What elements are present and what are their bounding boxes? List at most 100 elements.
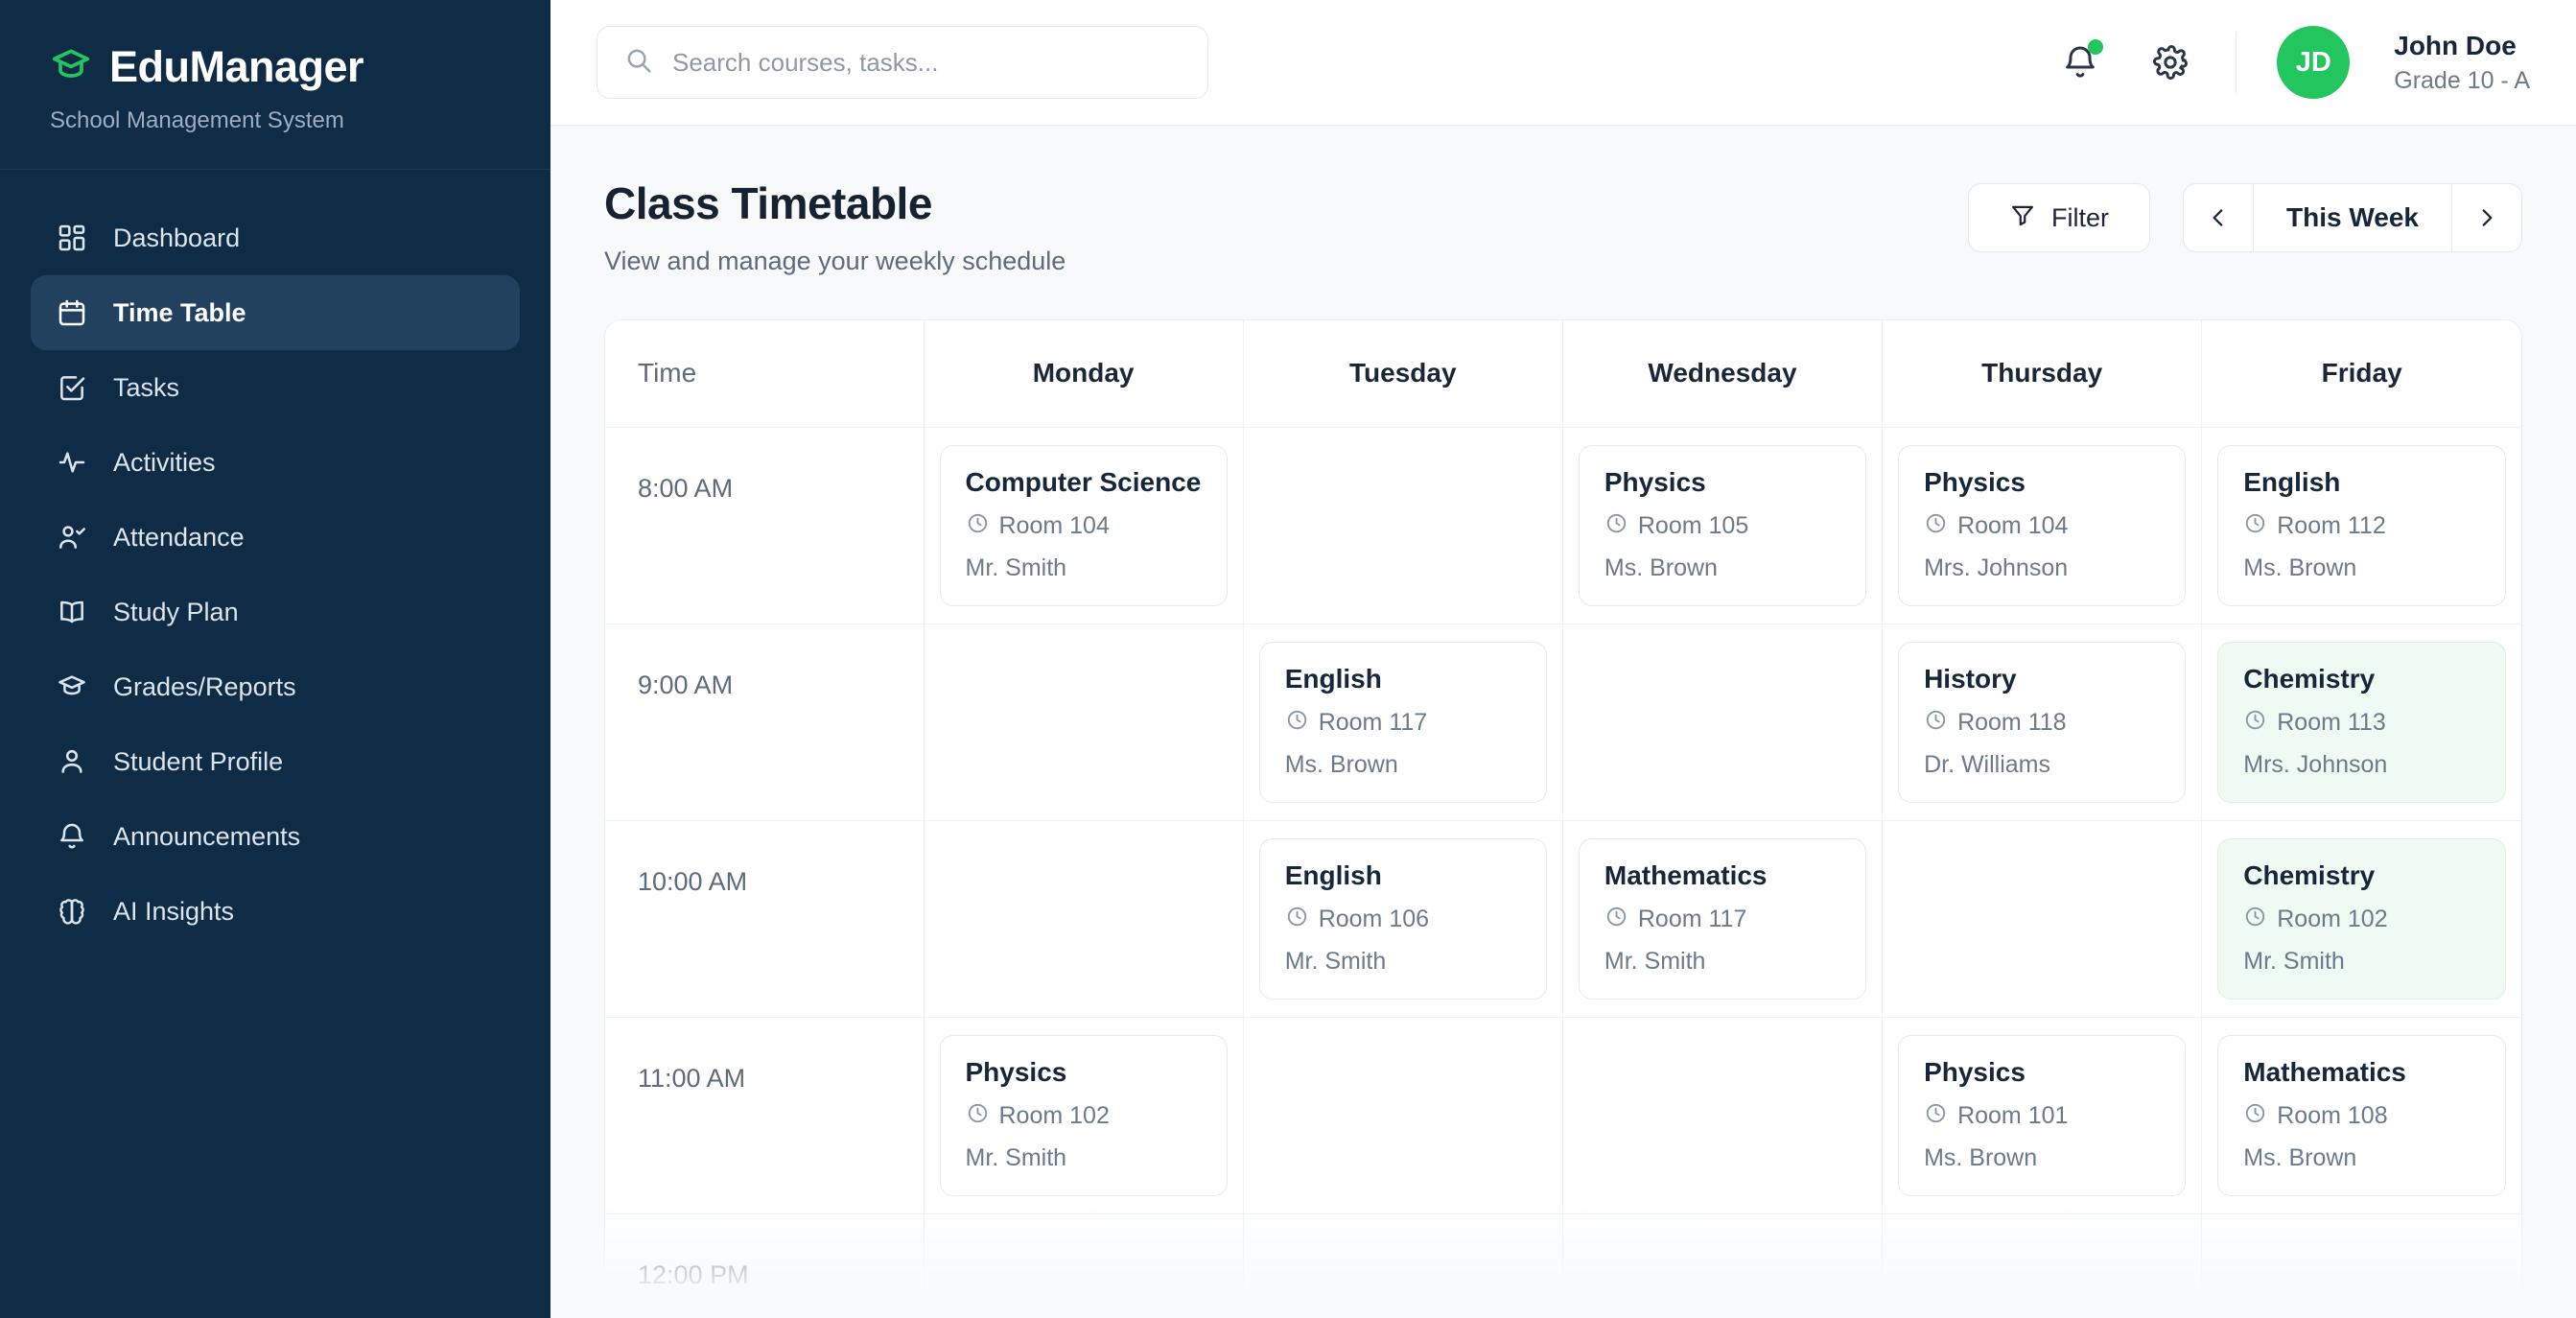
- timetable-cell: English Room 112 Ms. Brown: [2201, 427, 2521, 624]
- user-meta[interactable]: John Doe Grade 10 - A: [2394, 31, 2530, 95]
- sidebar-item-tasks[interactable]: Tasks: [31, 350, 520, 425]
- search-input[interactable]: Search courses, tasks...: [597, 26, 1208, 99]
- timetable-cell: [1882, 820, 2203, 1018]
- clock-icon: [1285, 708, 1309, 739]
- sidebar-item-announcements[interactable]: Announcements: [31, 799, 520, 874]
- class-card[interactable]: History Room 118 Dr. Williams: [1898, 641, 2187, 803]
- clock-icon: [1285, 905, 1309, 935]
- class-room: Room 101: [1924, 1101, 2160, 1132]
- class-room: Room 117: [1285, 708, 1521, 739]
- class-teacher: Mr. Smith: [965, 553, 1067, 581]
- content-area: Class Timetable View and manage your wee…: [550, 126, 2576, 1318]
- grid-icon: [56, 222, 88, 254]
- time-label: 12:00 PM: [605, 1213, 925, 1318]
- class-room: Room 104: [966, 511, 1202, 542]
- graduation-cap-icon: [56, 671, 88, 703]
- timetable-cell: English Room 117 Ms. Brown: [1243, 624, 1563, 821]
- timetable-container: Time Monday Tuesday Wednesday Thursday F…: [604, 319, 2522, 1318]
- top-bar-right: JD John Doe Grade 10 - A: [2055, 26, 2530, 99]
- class-card[interactable]: Computer Science Room 104 Mr. Smith: [939, 444, 1228, 606]
- sidebar-item-study-plan[interactable]: Study Plan: [31, 575, 520, 649]
- class-room: Room 102: [966, 1101, 1202, 1132]
- clock-icon: [966, 511, 990, 542]
- check-square-icon: [56, 371, 88, 404]
- class-subject: English: [1284, 663, 1382, 694]
- clock-icon: [1604, 905, 1628, 935]
- class-subject: Chemistry: [2243, 663, 2376, 694]
- class-subject: History: [1924, 663, 2017, 694]
- sidebar-item-label: Tasks: [113, 372, 180, 402]
- timetable-cell: English Room 106 Mr. Smith: [1243, 820, 1563, 1018]
- timetable-cell: [924, 624, 1244, 821]
- class-room-label: Room 104: [998, 512, 1110, 539]
- class-teacher: Mr. Smith: [1284, 947, 1387, 975]
- class-card[interactable]: English Room 106 Mr. Smith: [1258, 837, 1547, 1000]
- sidebar-item-student-profile[interactable]: Student Profile: [31, 724, 520, 799]
- timetable-cell: [924, 820, 1244, 1018]
- week-navigator: This Week: [2183, 183, 2522, 252]
- class-room-label: Room 105: [1637, 512, 1749, 539]
- sidebar-item-label: Time Table: [113, 297, 246, 327]
- class-subject: Physics: [1924, 466, 2026, 497]
- class-subject: Computer Science: [965, 466, 1202, 497]
- timetable-cell: Chemistry Room 113 Mrs. Johnson: [2201, 624, 2521, 821]
- weeknav-divider-right: [2451, 184, 2452, 251]
- class-card[interactable]: Physics Room 104 Mrs. Johnson: [1898, 444, 2187, 606]
- class-room-label: Room 118: [1957, 709, 2067, 736]
- class-teacher: Dr. Williams: [1924, 750, 2050, 778]
- search-placeholder: Search courses, tasks...: [672, 47, 939, 77]
- class-card[interactable]: Mathematics Room 108 Ms. Brown: [2217, 1034, 2506, 1196]
- class-room-label: Room 104: [1957, 512, 2069, 539]
- class-card[interactable]: Physics Room 102 Mr. Smith: [939, 1034, 1228, 1196]
- class-card[interactable]: Mathematics Room 117 Mr. Smith: [1578, 837, 1867, 1000]
- class-room: Room 106: [1285, 905, 1521, 935]
- class-room: Room 108: [2243, 1101, 2480, 1132]
- sidebar-item-ai-insights[interactable]: AI Insights: [31, 874, 520, 949]
- class-card[interactable]: Chemistry Room 102 Mr. Smith: [2217, 837, 2506, 1000]
- sidebar-item-dashboard[interactable]: Dashboard: [31, 200, 520, 275]
- sidebar-item-attendance[interactable]: Attendance: [31, 500, 520, 575]
- clock-icon: [1604, 511, 1628, 542]
- class-room-label: Room 108: [2277, 1102, 2388, 1129]
- timetable-cell: Physics Room 102 Mr. Smith: [924, 1017, 1244, 1214]
- class-card[interactable]: English Room 112 Ms. Brown: [2217, 444, 2506, 606]
- timetable-cell: Physics Room 105 Ms. Brown: [1562, 427, 1884, 624]
- next-week-button[interactable]: [2452, 184, 2521, 251]
- filter-button[interactable]: Filter: [1968, 183, 2151, 252]
- time-label: 8:00 AM: [605, 427, 925, 624]
- column-header-monday: Monday: [924, 320, 1244, 428]
- clock-icon: [2243, 1101, 2267, 1132]
- class-card[interactable]: Physics Room 105 Ms. Brown: [1578, 444, 1867, 606]
- sidebar-item-time-table[interactable]: Time Table: [31, 275, 520, 350]
- column-header-time: Time: [605, 320, 925, 428]
- sidebar-item-grades-reports[interactable]: Grades/Reports: [31, 649, 520, 724]
- class-teacher: Mr. Smith: [965, 1143, 1067, 1171]
- graduation-cap-icon: [50, 44, 92, 91]
- timetable-cell: [1882, 1213, 2203, 1318]
- timetable-cell: [1243, 1213, 1563, 1318]
- clock-icon: [2243, 905, 2267, 935]
- notifications-button[interactable]: [2055, 37, 2105, 87]
- sidebar: EduManager School Management System Dash…: [0, 0, 550, 1318]
- timetable-cell: [1243, 427, 1563, 624]
- class-card[interactable]: English Room 117 Ms. Brown: [1258, 641, 1547, 803]
- notification-badge-dot: [2088, 39, 2104, 55]
- calendar-icon: [56, 296, 88, 329]
- class-teacher: Ms. Brown: [1924, 1143, 2038, 1171]
- timetable-cell: [1562, 1017, 1884, 1214]
- class-room: Room 113: [2243, 708, 2480, 739]
- class-card[interactable]: Physics Room 101 Ms. Brown: [1898, 1034, 2187, 1196]
- class-card[interactable]: Chemistry Room 113 Mrs. Johnson: [2217, 641, 2506, 803]
- settings-button[interactable]: [2145, 37, 2195, 87]
- class-subject: Mathematics: [1604, 859, 1768, 890]
- timetable-cell: [924, 1213, 1244, 1318]
- prev-week-button[interactable]: [2184, 184, 2253, 251]
- sidebar-item-activities[interactable]: Activities: [31, 425, 520, 500]
- class-teacher: Mr. Smith: [2243, 947, 2345, 975]
- current-week-label[interactable]: This Week: [2286, 202, 2419, 232]
- avatar[interactable]: JD: [2277, 26, 2351, 99]
- sidebar-item-label: Grades/Reports: [113, 671, 296, 701]
- class-room-label: Room 101: [1957, 1102, 2069, 1129]
- sidebar-item-label: AI Insights: [113, 896, 235, 926]
